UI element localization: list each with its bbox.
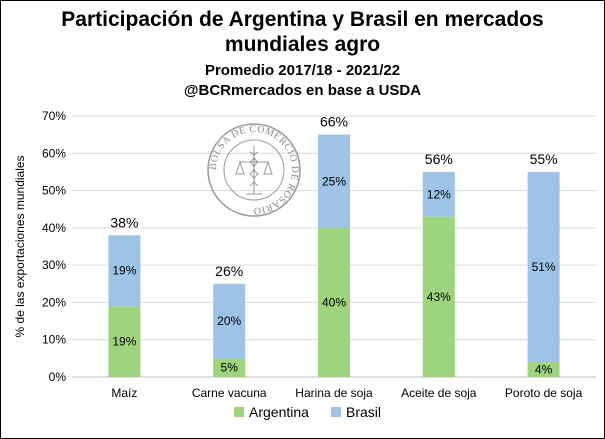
data-label-argentina: 5% [221, 361, 239, 375]
chart-source: @BCRmercados en base a USDA [183, 82, 422, 99]
data-label-brasil: 51% [532, 260, 556, 274]
legend-swatch-argentina [234, 407, 244, 417]
bolsa-comercio-rosario-seal: BOLSA DE COMERCIO DE ROSARIO [207, 123, 301, 217]
legend-swatch-brasil [331, 407, 341, 417]
y-tick-label: 0% [49, 370, 67, 384]
data-label-argentina: 19% [112, 335, 136, 349]
legend-label-brasil: Brasil [346, 404, 381, 420]
bar-argentina-4 [527, 362, 560, 377]
y-tick-label: 20% [42, 295, 66, 309]
chart-title: Participación de Argentina y Brasil en m… [61, 8, 544, 31]
bar-brasil-1 [213, 283, 246, 359]
bar-argentina-0 [108, 306, 141, 377]
y-tick-label: 50% [42, 184, 66, 198]
x-tick-label: Maíz [111, 386, 137, 400]
bar-argentina-3 [422, 216, 455, 377]
x-tick-label: Poroto de soja [505, 386, 583, 400]
total-label: 56% [425, 151, 453, 167]
total-label: 66% [320, 114, 348, 130]
chart-subtitle: Promedio 2017/18 - 2021/22 [204, 62, 401, 79]
bar-argentina-2 [318, 227, 350, 377]
data-label-argentina: 4% [535, 363, 553, 377]
data-label-argentina: 43% [427, 290, 451, 304]
bar-argentina-1 [213, 358, 246, 377]
y-tick-label: 10% [42, 333, 66, 347]
total-label: 26% [215, 263, 243, 279]
y-tick-label: 70% [42, 109, 66, 123]
data-label-argentina: 40% [322, 295, 346, 309]
data-label-brasil: 12% [427, 187, 451, 201]
y-tick-label: 60% [42, 146, 66, 160]
data-label-brasil: 19% [112, 264, 136, 278]
x-tick-label: Harina de soja [295, 386, 373, 400]
chart-title-line-2: mundiales agro [224, 33, 381, 56]
bar-brasil-2 [318, 134, 350, 228]
data-label-brasil: 25% [322, 174, 346, 188]
total-label: 38% [110, 214, 138, 230]
x-tick-label: Carne vacuna [192, 386, 267, 400]
y-tick-label: 30% [42, 258, 66, 272]
bar-brasil-0 [108, 235, 141, 307]
total-label: 55% [530, 151, 558, 167]
data-label-brasil: 20% [217, 314, 241, 328]
legend-label-argentina: Argentina [249, 404, 309, 420]
bar-brasil-4 [527, 171, 560, 363]
x-tick-label: Aceite de soja [401, 386, 477, 400]
y-tick-label: 40% [42, 221, 66, 235]
bar-brasil-3 [422, 171, 455, 217]
y-axis-label: % de las exportaciones mundiales [13, 155, 27, 337]
